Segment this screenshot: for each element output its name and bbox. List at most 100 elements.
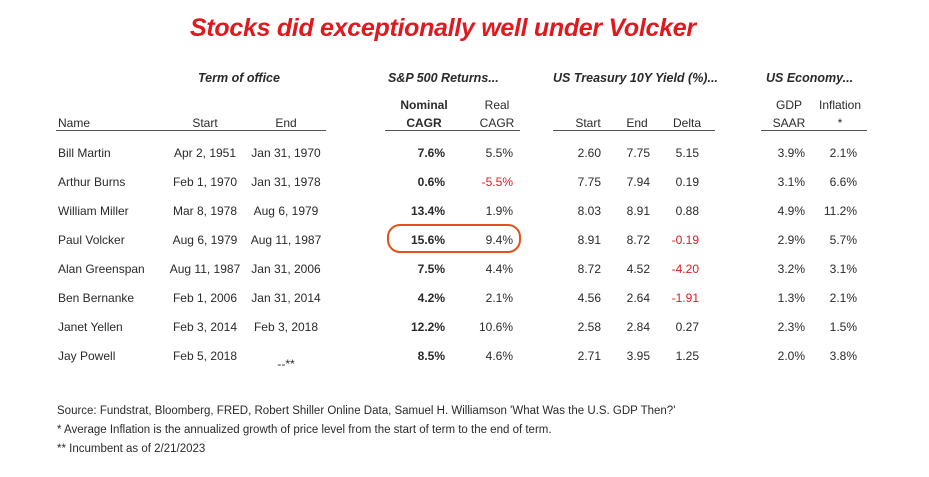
cell-ty-start: 8.03 <box>577 204 601 218</box>
header-rule-treasury <box>553 130 715 131</box>
page-title: Stocks did exceptionally well under Volc… <box>190 14 696 42</box>
header-rule-sp500 <box>385 130 520 131</box>
cell-real: 2.1% <box>485 291 513 305</box>
cell-nominal: 0.6% <box>417 175 445 189</box>
col-header-nominal: Nominal <box>400 98 448 112</box>
cell-inflation: 5.7% <box>829 233 857 247</box>
cell-ty-end: 4.52 <box>626 262 650 276</box>
cell-delta: 1.25 <box>675 349 699 363</box>
group-us-economy: US Economy... <box>766 71 854 85</box>
cell-end: Feb 3, 2018 <box>253 320 319 334</box>
group-sp500-returns: S&P 500 Returns... <box>388 71 499 85</box>
cell-inflation: 2.1% <box>829 146 857 160</box>
header-rule-term <box>56 130 326 131</box>
cell-gdp: 3.2% <box>777 262 805 276</box>
cell-real: -5.5% <box>481 175 513 189</box>
col-header-treasury-start: Start <box>575 116 601 130</box>
cell-end: Jan 31, 1970 <box>251 146 321 160</box>
cell-end: Aug 11, 1987 <box>250 233 322 247</box>
cell-start: Aug 11, 1987 <box>169 262 241 276</box>
cell-real: 5.5% <box>485 146 513 160</box>
cell-ty-end: 2.64 <box>626 291 650 305</box>
cell-name: Jay Powell <box>58 349 116 363</box>
cell-ty-end: 8.91 <box>626 204 650 218</box>
cell-start: Feb 1, 2006 <box>172 291 238 305</box>
cell-delta: -1.91 <box>671 291 699 305</box>
cell-name: Bill Martin <box>58 146 111 160</box>
cell-end: --** <box>277 357 295 371</box>
cell-nominal: 12.2% <box>410 320 445 334</box>
cell-delta: -4.20 <box>671 262 699 276</box>
cell-ty-start: 4.56 <box>577 291 601 305</box>
footnote-source: Source: Fundstrat, Bloomberg, FRED, Robe… <box>57 405 676 417</box>
col-header-treasury-end: End <box>626 116 648 130</box>
cell-delta: 0.19 <box>675 175 699 189</box>
cell-nominal: 8.5% <box>417 349 445 363</box>
cell-ty-end: 7.75 <box>626 146 650 160</box>
cell-ty-start: 8.72 <box>577 262 601 276</box>
col-header-treasury-delta: Delta <box>672 116 702 130</box>
cell-name: William Miller <box>58 204 129 218</box>
cell-inflation: 11.2% <box>823 204 857 218</box>
cell-ty-end: 7.94 <box>626 175 650 189</box>
cell-gdp: 4.9% <box>777 204 805 218</box>
cell-delta: 5.15 <box>675 146 699 160</box>
cell-inflation: 6.6% <box>829 175 857 189</box>
cell-nominal: 7.5% <box>417 262 445 276</box>
col-header-inflation: Inflation <box>818 98 862 112</box>
cell-ty-start: 2.71 <box>577 349 601 363</box>
cell-name: Paul Volcker <box>58 233 125 247</box>
cell-start: Feb 3, 2014 <box>172 320 238 334</box>
volcker-highlight <box>387 224 521 253</box>
cell-ty-end: 3.95 <box>626 349 650 363</box>
group-term-of-office: Term of office <box>198 71 280 85</box>
cell-delta: 0.88 <box>675 204 699 218</box>
cell-inflation: 1.5% <box>829 320 857 334</box>
cell-gdp: 1.3% <box>777 291 805 305</box>
col-header-start: Start <box>192 116 218 130</box>
cell-ty-end: 8.72 <box>626 233 650 247</box>
col-header-gdp-saar: SAAR <box>772 116 806 130</box>
cell-end: Jan 31, 2014 <box>251 291 321 305</box>
cell-inflation: 2.1% <box>829 291 857 305</box>
cell-name: Janet Yellen <box>58 320 123 334</box>
cell-start: Feb 5, 2018 <box>172 349 238 363</box>
cell-end: Jan 31, 2006 <box>251 262 321 276</box>
cell-gdp: 2.9% <box>777 233 805 247</box>
cell-real: 4.4% <box>485 262 513 276</box>
cell-gdp: 3.9% <box>777 146 805 160</box>
cell-name: Alan Greenspan <box>58 262 145 276</box>
cell-start: Aug 6, 1979 <box>172 233 238 247</box>
cell-delta: 0.27 <box>675 320 699 334</box>
cell-ty-end: 2.84 <box>626 320 650 334</box>
cell-nominal: 4.2% <box>417 291 445 305</box>
cell-end: Jan 31, 1978 <box>251 175 321 189</box>
cell-ty-start: 2.58 <box>577 320 601 334</box>
col-header-real: Real <box>484 98 510 112</box>
cell-inflation: 3.8% <box>829 349 857 363</box>
cell-start: Feb 1, 1970 <box>172 175 238 189</box>
cell-start: Mar 8, 1978 <box>172 204 238 218</box>
cell-real: 10.6% <box>478 320 513 334</box>
cell-name: Arthur Burns <box>58 175 126 189</box>
cell-start: Apr 2, 1951 <box>173 146 237 160</box>
cell-gdp: 2.0% <box>777 349 805 363</box>
footnote-incumbent: ** Incumbent as of 2/21/2023 <box>57 443 206 455</box>
cell-nominal: 15.6% <box>410 233 445 247</box>
cell-nominal: 7.6% <box>417 146 445 160</box>
col-header-end: End <box>275 116 297 130</box>
cell-ty-start: 2.60 <box>577 146 601 160</box>
footnote-inflation: * Average Inflation is the annualized gr… <box>57 424 552 436</box>
col-header-inflation-note: * <box>837 116 843 130</box>
cell-end: Aug 6, 1979 <box>253 204 319 218</box>
cell-delta: -0.19 <box>671 233 699 247</box>
cell-real: 9.4% <box>485 233 513 247</box>
cell-gdp: 3.1% <box>777 175 805 189</box>
cell-ty-start: 7.75 <box>577 175 601 189</box>
group-treasury-yield: US Treasury 10Y Yield (%)... <box>553 71 718 85</box>
cell-nominal: 13.4% <box>410 204 445 218</box>
col-header-gdp: GDP <box>775 98 803 112</box>
cell-gdp: 2.3% <box>777 320 805 334</box>
header-rule-economy <box>761 130 867 131</box>
col-header-real-cagr: CAGR <box>479 116 515 130</box>
